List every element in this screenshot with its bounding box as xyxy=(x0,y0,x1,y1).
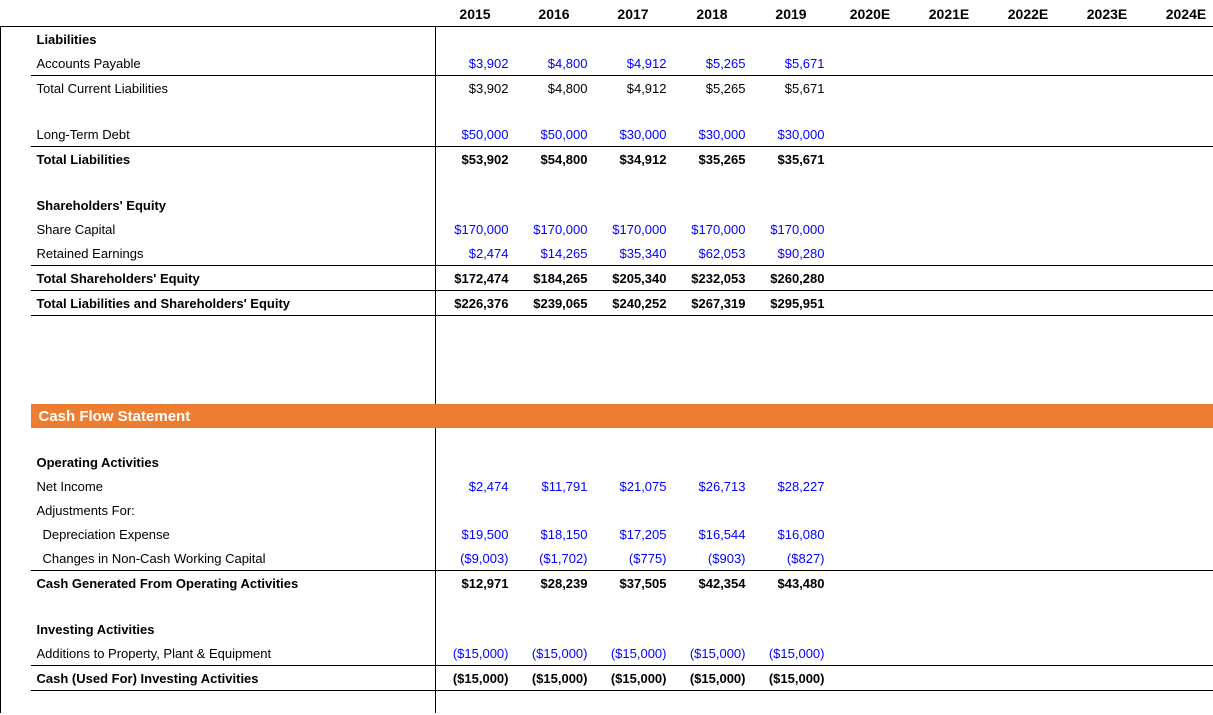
col-2024e: 2024E xyxy=(1147,2,1213,27)
col-2018: 2018 xyxy=(673,2,752,27)
net-income-label: Net Income xyxy=(31,474,436,498)
row-accounts-payable: Accounts Payable $3,902 $4,800 $4,912 $5… xyxy=(1,51,1213,76)
cash-op-label: Cash Generated From Operating Activities xyxy=(31,571,436,596)
row-se-header: Shareholders' Equity xyxy=(1,193,1213,217)
row-net-income: Net Income $2,474 $11,791 $21,075 $26,71… xyxy=(1,474,1213,498)
row-cash-inv: Cash (Used For) Investing Activities ($1… xyxy=(1,666,1213,691)
col-2021e: 2021E xyxy=(910,2,989,27)
col-2020e: 2020E xyxy=(831,2,910,27)
col-2022e: 2022E xyxy=(989,2,1068,27)
cfs-banner: Cash Flow Statement xyxy=(31,404,1213,428)
share-capital-label: Share Capital xyxy=(31,217,436,241)
row-additions-ppe: Additions to Property, Plant & Equipment… xyxy=(1,641,1213,666)
col-2019: 2019 xyxy=(752,2,831,27)
col-2023e: 2023E xyxy=(1068,2,1147,27)
row-total-liabilities: Total Liabilities $53,902 $54,800 $34,91… xyxy=(1,147,1213,172)
investing-activities-header: Investing Activities xyxy=(31,617,436,641)
header-row: 2015 2016 2017 2018 2019 2020E 2021E 202… xyxy=(1,2,1213,27)
row-liabilities-header: Liabilities xyxy=(1,27,1213,52)
row-total-current-liabilities: Total Current Liabilities $3,902 $4,800 … xyxy=(1,76,1213,101)
row-total-liab-se: Total Liabilities and Shareholders' Equi… xyxy=(1,291,1213,316)
col-2016: 2016 xyxy=(515,2,594,27)
changes-wc-label: Changes in Non-Cash Working Capital xyxy=(31,546,436,571)
adjustments-for-label: Adjustments For: xyxy=(31,498,436,522)
long-term-debt-label: Long-Term Debt xyxy=(31,122,436,147)
row-adjustments-for: Adjustments For: xyxy=(1,498,1213,522)
row-cfs-banner: Cash Flow Statement xyxy=(1,404,1213,428)
row-investing-activities-header: Investing Activities xyxy=(1,617,1213,641)
depreciation-label: Depreciation Expense xyxy=(31,522,436,546)
total-liabilities-label: Total Liabilities xyxy=(31,147,436,172)
row-share-capital: Share Capital $170,000 $170,000 $170,000… xyxy=(1,217,1213,241)
se-header: Shareholders' Equity xyxy=(31,193,436,217)
row-total-se: Total Shareholders' Equity $172,474 $184… xyxy=(1,266,1213,291)
row-retained-earnings: Retained Earnings $2,474 $14,265 $35,340… xyxy=(1,241,1213,266)
row-depreciation: Depreciation Expense $19,500 $18,150 $17… xyxy=(1,522,1213,546)
cash-inv-label: Cash (Used For) Investing Activities xyxy=(31,666,436,691)
liabilities-header: Liabilities xyxy=(31,27,436,52)
total-se-label: Total Shareholders' Equity xyxy=(31,266,436,291)
row-cash-op: Cash Generated From Operating Activities… xyxy=(1,571,1213,596)
col-2017: 2017 xyxy=(594,2,673,27)
operating-activities-header: Operating Activities xyxy=(31,450,436,474)
row-long-term-debt: Long-Term Debt $50,000 $50,000 $30,000 $… xyxy=(1,122,1213,147)
total-current-liabilities-label: Total Current Liabilities xyxy=(31,76,436,101)
accounts-payable-label: Accounts Payable xyxy=(31,51,436,76)
col-2015: 2015 xyxy=(436,2,515,27)
financial-model-table: 2015 2016 2017 2018 2019 2020E 2021E 202… xyxy=(0,2,1213,713)
retained-earnings-label: Retained Earnings xyxy=(31,241,436,266)
total-liab-se-label: Total Liabilities and Shareholders' Equi… xyxy=(31,291,436,316)
row-changes-wc: Changes in Non-Cash Working Capital ($9,… xyxy=(1,546,1213,571)
additions-ppe-label: Additions to Property, Plant & Equipment xyxy=(31,641,436,666)
row-operating-activities-header: Operating Activities xyxy=(1,450,1213,474)
